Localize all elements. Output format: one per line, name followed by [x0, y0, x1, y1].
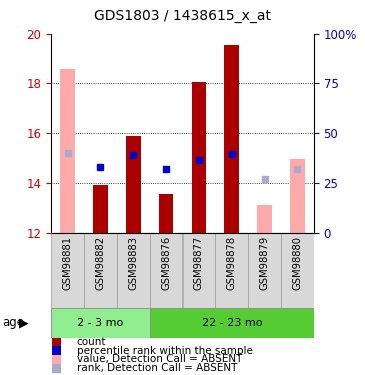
- Text: ■: ■: [51, 336, 62, 348]
- Bar: [51, 232, 84, 308]
- Bar: [150, 308, 314, 338]
- Bar: [60, 69, 75, 232]
- Text: ▶: ▶: [19, 316, 28, 329]
- Text: ■: ■: [51, 344, 62, 357]
- Bar: [281, 232, 314, 308]
- Text: GSM98876: GSM98876: [161, 236, 171, 290]
- Text: GSM98877: GSM98877: [194, 236, 204, 290]
- Text: age: age: [2, 316, 24, 329]
- Text: GSM98883: GSM98883: [128, 236, 138, 290]
- Bar: [84, 232, 117, 308]
- Bar: [257, 205, 272, 232]
- Bar: [150, 232, 182, 308]
- Bar: [93, 185, 108, 232]
- Bar: [215, 232, 248, 308]
- Text: GSM98878: GSM98878: [227, 236, 237, 290]
- Text: ■: ■: [51, 353, 62, 366]
- Bar: [159, 194, 173, 232]
- Bar: [192, 82, 206, 232]
- Bar: [248, 232, 281, 308]
- Text: value, Detection Call = ABSENT: value, Detection Call = ABSENT: [77, 354, 242, 364]
- Text: GSM98880: GSM98880: [292, 236, 303, 290]
- Text: 2 - 3 mo: 2 - 3 mo: [77, 318, 123, 327]
- Bar: [126, 136, 141, 232]
- Bar: [117, 232, 150, 308]
- Text: rank, Detection Call = ABSENT: rank, Detection Call = ABSENT: [77, 363, 237, 373]
- Text: count: count: [77, 337, 106, 347]
- Bar: [182, 232, 215, 308]
- Bar: [224, 45, 239, 232]
- Text: ■: ■: [51, 362, 62, 374]
- Text: GSM98879: GSM98879: [260, 236, 270, 290]
- Text: GSM98881: GSM98881: [62, 236, 73, 290]
- Text: percentile rank within the sample: percentile rank within the sample: [77, 346, 253, 355]
- Text: GDS1803 / 1438615_x_at: GDS1803 / 1438615_x_at: [94, 9, 271, 23]
- Text: 22 - 23 mo: 22 - 23 mo: [201, 318, 262, 327]
- Bar: [51, 308, 150, 338]
- Text: GSM98882: GSM98882: [95, 236, 105, 290]
- Bar: [290, 159, 305, 232]
